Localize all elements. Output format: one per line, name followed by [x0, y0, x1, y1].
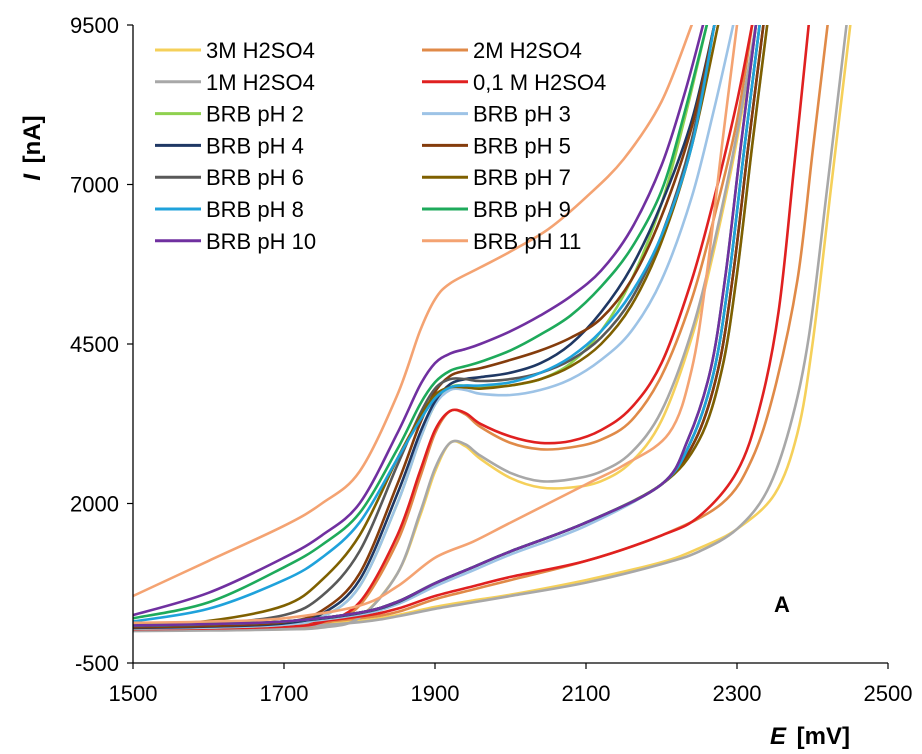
y-axis-symbol: I: [19, 173, 46, 181]
series-brb-ph-9-forward-curve: [133, 25, 709, 620]
legend-item-brb-ph-10: BRB pH 10: [155, 229, 316, 254]
legend-label: BRB pH 9: [473, 197, 571, 222]
series-brb-ph-11-forward-curve: [133, 25, 693, 598]
y-tick-label: -500: [75, 651, 119, 676]
legend-label: BRB pH 10: [206, 229, 316, 254]
panel-label: A: [774, 592, 790, 617]
legend-item-3m-h2so4: 3M H2SO4: [155, 38, 315, 63]
x-tick-label: 1500: [109, 681, 158, 706]
series-brb-ph-7-forward-curve: [133, 25, 720, 626]
legend-item-0-1-m-h2so4: 0,1 M H2SO4: [422, 70, 606, 95]
legend-item-brb-ph-9: BRB pH 9: [422, 197, 571, 222]
x-tick-label: 2500: [864, 681, 913, 706]
y-tick-label: 7000: [70, 173, 119, 198]
legend-item-brb-ph-5: BRB pH 5: [422, 133, 571, 158]
x-tick-label: 2100: [562, 681, 611, 706]
curve-layer: [133, 25, 852, 633]
series-brb-ph-11: [133, 25, 739, 625]
x-axis-title: E [mV]: [770, 723, 850, 750]
series-brb-ph-10-backward-curve: [133, 25, 758, 627]
legend-item-brb-ph-4: BRB pH 4: [155, 133, 304, 158]
x-tick-label: 1700: [260, 681, 309, 706]
tick-labels: 1500 1700 1900 2100 2300 2500 -500 2000 4500 7000…: [70, 13, 912, 706]
x-axis-symbol: E: [770, 723, 787, 750]
legend-label: BRB pH 2: [206, 102, 304, 127]
x-tick-label: 1900: [411, 681, 460, 706]
y-tick-label: 4500: [70, 332, 119, 357]
legend-label: BRB pH 3: [473, 102, 571, 127]
series-1m-h2so4-forward-curve: [133, 25, 758, 633]
legend-label: 1M H2SO4: [206, 70, 315, 95]
series-1m-h2so4: [133, 25, 848, 633]
legend-item-2m-h2so4: 2M H2SO4: [422, 38, 582, 63]
y-axis-title: I [nA]: [19, 115, 46, 180]
legend-item-brb-ph-11: BRB pH 11: [422, 229, 581, 254]
y-axis-unit: [nA]: [19, 115, 46, 163]
legend-label: 3M H2SO4: [206, 38, 315, 63]
legend-item-brb-ph-3: BRB pH 3: [422, 102, 571, 127]
series-1m-h2so4-backward-curve: [133, 25, 848, 632]
legend-item-1m-h2so4: 1M H2SO4: [155, 70, 315, 95]
legend-label: 0,1 M H2SO4: [473, 70, 606, 95]
series-brb-ph-11-backward-curve: [133, 25, 739, 625]
legend-item-brb-ph-6: BRB pH 6: [155, 165, 304, 190]
legend-label: BRB pH 4: [206, 133, 304, 158]
legend: 3M H2SO4 2M H2SO4 1M H2SO4 0,1 M H2SO4 BRB p…: [155, 38, 606, 254]
series-brb-ph-6-forward-curve: [133, 25, 716, 628]
series-brb-ph-10: [133, 25, 758, 627]
series-brb-ph-3-forward-curve: [133, 25, 735, 630]
legend-label: 2M H2SO4: [473, 38, 582, 63]
x-axis-unit: [mV]: [797, 723, 850, 750]
legend-item-brb-ph-2: BRB pH 2: [155, 102, 304, 127]
legend-item-brb-ph-7: BRB pH 7: [422, 165, 571, 190]
legend-label: BRB pH 11: [473, 229, 581, 254]
legend-label: BRB pH 7: [473, 165, 571, 190]
series-brb-ph-8-forward-curve: [133, 25, 716, 623]
series-brb-ph-5-forward-curve: [133, 25, 716, 629]
legend-label: BRB pH 6: [206, 165, 304, 190]
legend-item-brb-ph-8: BRB pH 8: [155, 197, 304, 222]
legend-label: BRB pH 8: [206, 197, 304, 222]
y-tick-label: 2000: [70, 492, 119, 517]
series-brb-ph-10-forward-curve: [133, 25, 705, 617]
legend-label: BRB pH 5: [473, 133, 571, 158]
x-tick-label: 2300: [713, 681, 762, 706]
y-tick-label: 9500: [70, 13, 119, 38]
